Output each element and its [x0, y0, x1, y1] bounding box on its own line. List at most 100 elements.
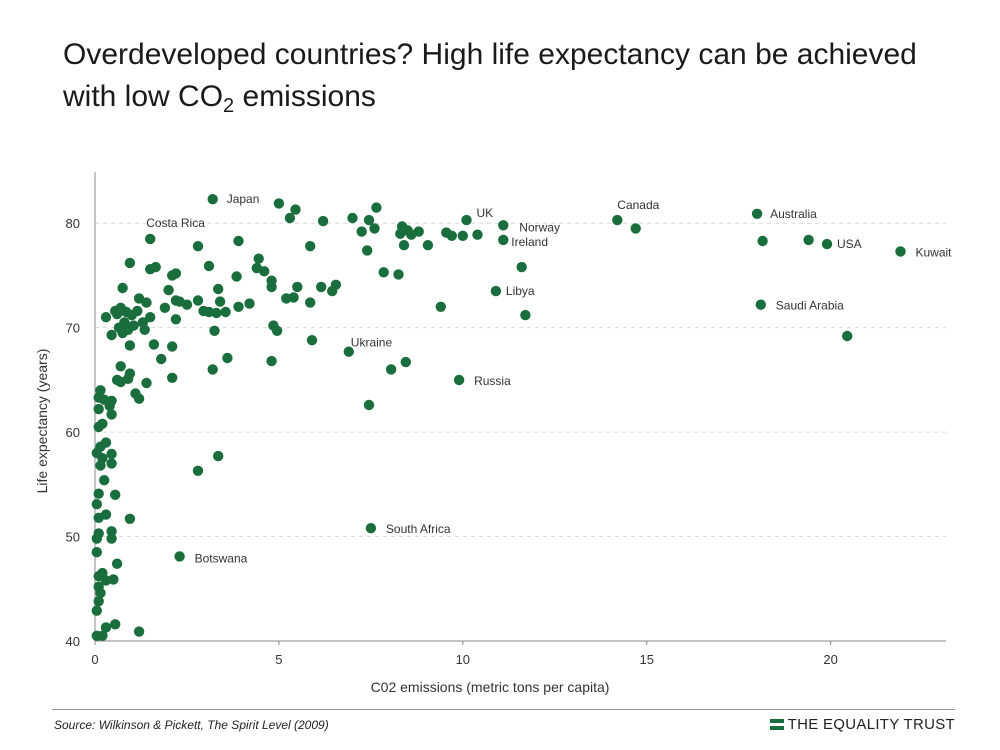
data-point — [371, 202, 382, 213]
data-point — [435, 301, 446, 312]
point-label: Japan — [227, 192, 260, 206]
labeled-data-point — [490, 285, 502, 297]
point-label: Kuwait — [916, 245, 953, 259]
labeled-data-point — [453, 374, 465, 386]
data-point — [124, 513, 136, 524]
data-point — [132, 305, 143, 317]
data-point — [115, 361, 126, 372]
data-point — [363, 399, 375, 411]
data-point — [253, 253, 264, 264]
x-tick-label: 5 — [275, 652, 282, 667]
data-point — [141, 297, 152, 308]
data-point — [203, 260, 215, 272]
point-label: Botswana — [195, 551, 248, 565]
data-point — [446, 230, 457, 241]
data-point — [211, 307, 222, 319]
data-point — [124, 368, 136, 379]
source-prefix: Source: — [54, 718, 99, 732]
brand-logo: THE EQUALITY TRUST — [769, 716, 955, 733]
data-point — [108, 574, 119, 585]
title-end: emissions — [234, 80, 376, 113]
data-point — [93, 403, 104, 415]
grid-lines — [95, 222, 946, 538]
data-point — [520, 309, 531, 321]
data-point — [91, 547, 103, 558]
data-point — [266, 355, 277, 367]
data-point — [100, 509, 112, 520]
data-point — [100, 437, 112, 448]
data-point — [233, 301, 244, 312]
data-point — [259, 266, 270, 277]
data-point — [213, 450, 224, 462]
point-label: Libya — [506, 284, 535, 298]
data-point — [99, 475, 110, 486]
scatter-chart: 40 50 60 70 80 0 5 10 15 20 Japan Costa Rica UK Norw… — [34, 172, 953, 695]
data-point — [273, 198, 285, 209]
y-tick-label: 50 — [66, 530, 80, 545]
data-point — [145, 312, 156, 323]
data-point — [362, 245, 373, 256]
source-authors: Wilkinson & Pickett, — [98, 718, 208, 732]
data-points — [91, 194, 906, 641]
data-point — [316, 281, 327, 293]
data-point — [97, 567, 108, 579]
data-point — [305, 241, 316, 252]
data-point — [378, 267, 389, 278]
data-point — [93, 596, 104, 607]
labeled-data-point — [174, 551, 185, 562]
data-point — [106, 533, 117, 544]
data-point — [93, 528, 104, 539]
data-point — [139, 324, 150, 335]
labeled-data-point — [821, 238, 833, 250]
data-point — [100, 622, 112, 633]
data-point — [803, 234, 814, 246]
data-point — [106, 409, 117, 420]
data-point — [271, 325, 283, 336]
y-axis-label: Life expectancy (years) — [34, 349, 50, 494]
data-point — [207, 364, 218, 375]
data-point — [170, 268, 182, 279]
data-point — [97, 630, 108, 641]
data-point — [91, 499, 103, 510]
data-point — [369, 223, 380, 234]
y-tick-label: 70 — [66, 321, 80, 336]
data-point — [347, 212, 358, 224]
point-label: South Africa — [386, 522, 451, 536]
data-point — [231, 271, 242, 282]
data-point — [106, 526, 117, 537]
data-point — [133, 393, 145, 404]
data-point — [156, 353, 167, 365]
labeled-data-point — [895, 246, 906, 257]
data-point — [222, 352, 233, 364]
labeled-data-point — [207, 194, 218, 205]
data-point — [192, 295, 204, 306]
data-point — [472, 229, 483, 240]
y-tick-label: 60 — [66, 425, 80, 440]
footer-divider — [52, 709, 955, 710]
point-label: Costa Rica — [146, 216, 205, 230]
data-point — [292, 281, 303, 293]
brand-mark-icon — [769, 719, 784, 730]
data-point — [244, 298, 255, 309]
data-point — [330, 279, 342, 290]
data-point — [305, 297, 316, 308]
labeled-data-point — [751, 208, 763, 219]
title-subscript: 2 — [223, 95, 235, 117]
data-point — [97, 453, 108, 464]
data-point — [385, 364, 397, 375]
data-point — [117, 282, 128, 294]
labeled-data-point — [498, 234, 509, 246]
data-point — [111, 558, 123, 569]
data-point — [192, 241, 204, 252]
data-point — [141, 377, 152, 389]
data-point — [400, 356, 411, 368]
source-year: (2009) — [290, 718, 329, 732]
x-tick-label: 15 — [640, 652, 654, 667]
data-point — [214, 296, 226, 307]
labeled-data-point — [365, 523, 377, 534]
title-main: Overdeveloped countries? High life expec… — [63, 38, 917, 113]
brand-name: THE EQUALITY TRUST — [787, 716, 955, 733]
tick-labels: 40 50 60 70 80 0 5 10 15 20 — [66, 216, 838, 667]
point-label: Russia — [474, 374, 511, 388]
data-point — [106, 458, 117, 469]
